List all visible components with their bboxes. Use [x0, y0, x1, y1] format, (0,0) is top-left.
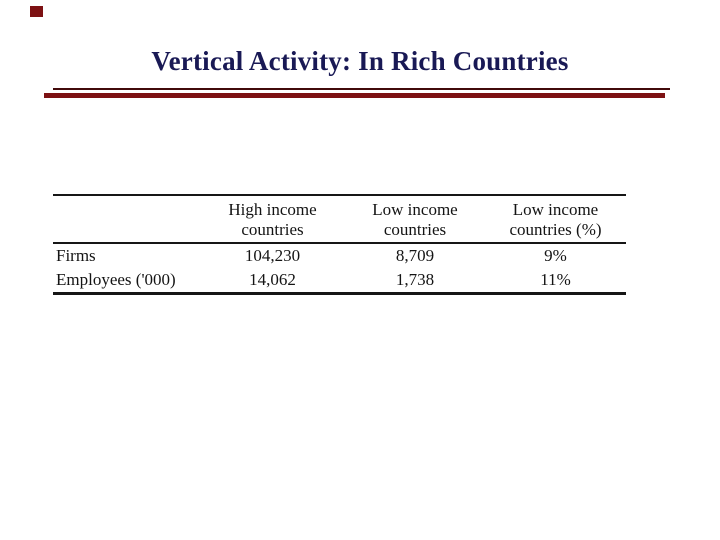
- row-label-firms: Firms: [56, 246, 96, 265]
- header-low-income-line2: countries: [383, 220, 447, 239]
- header-cell-low-income: Low income countries: [345, 195, 485, 243]
- employees-high-income-value: 14,062: [249, 270, 296, 289]
- header-high-income-line1: High income: [228, 200, 317, 219]
- red-accent-square: [30, 6, 43, 17]
- table-row-firms: Firms 104,230 8,709 9%: [53, 243, 626, 268]
- header-high-income-line2: countries: [241, 220, 304, 239]
- header-cell-high-income: High income countries: [200, 195, 345, 243]
- header-cell-empty: [53, 195, 200, 243]
- firms-low-income-pct-value: 9%: [544, 246, 567, 265]
- header-low-income-pct-line2: countries (%): [509, 220, 602, 239]
- title-rule-thick: [44, 93, 665, 98]
- employees-low-income-value: 1,738: [395, 270, 435, 289]
- header-low-income-pct-line1: Low income: [512, 200, 599, 219]
- row-label-employees: Employees ('000): [56, 270, 176, 289]
- data-table-container: High income countries Low income countri…: [53, 194, 626, 295]
- header-low-income-line1: Low income: [372, 200, 458, 219]
- table-header-row: High income countries Low income countri…: [53, 195, 626, 243]
- table-row-employees: Employees ('000) 14,062 1,738 11%: [53, 268, 626, 294]
- firms-low-income-value: 8,709: [395, 246, 435, 265]
- firms-high-income-value: 104,230: [244, 246, 301, 265]
- data-table: High income countries Low income countri…: [53, 194, 626, 295]
- employees-low-income-pct-value: 11%: [540, 270, 571, 289]
- slide-title: Vertical Activity: In Rich Countries: [151, 46, 569, 76]
- title-rule-thin: [53, 88, 670, 90]
- header-cell-low-income-pct: Low income countries (%): [485, 195, 626, 243]
